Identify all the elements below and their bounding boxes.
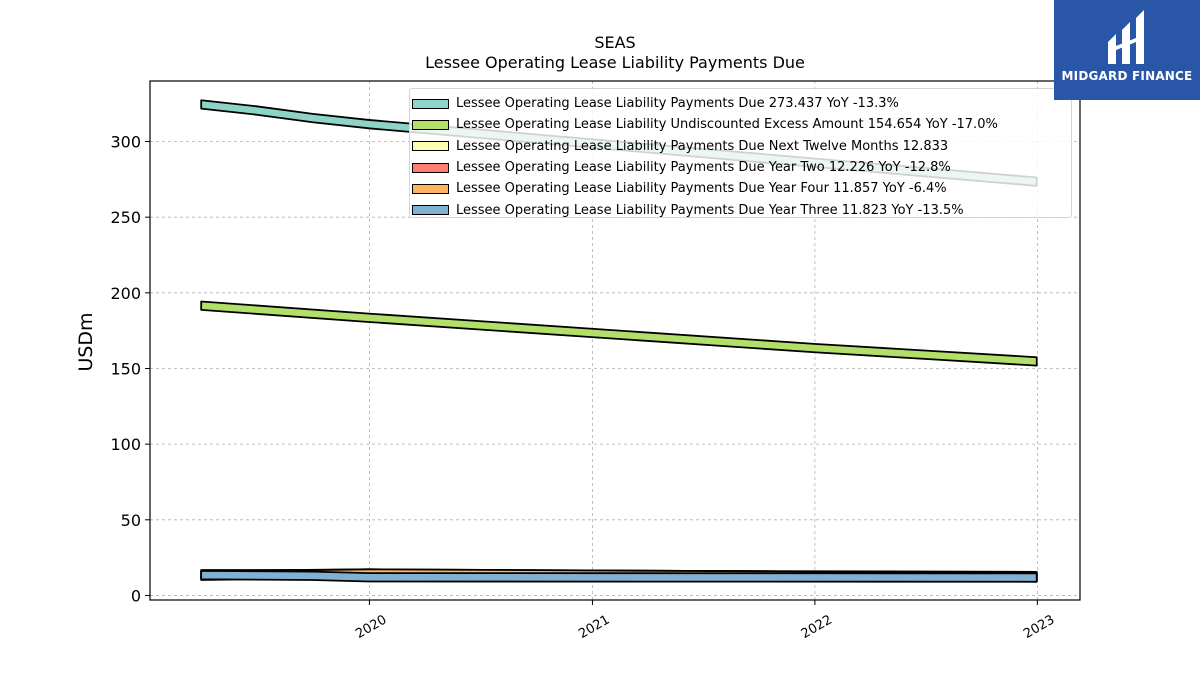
legend-item: Lessee Operating Lease Liability Payment…: [412, 199, 1071, 220]
legend-swatch: [412, 183, 449, 194]
legend: Lessee Operating Lease Liability Payment…: [409, 88, 1072, 218]
logo-mark-icon: [1108, 10, 1144, 64]
logo-text: MIDGARD FINANCE: [1061, 69, 1193, 83]
legend-swatch: [412, 141, 449, 152]
legend-item: Lessee Operating Lease Liability Payment…: [412, 178, 1071, 199]
legend-swatch: [412, 205, 449, 216]
y-tick-label: 200: [110, 284, 141, 303]
legend-item: Lessee Operating Lease Liability Payment…: [412, 93, 1071, 114]
brand-logo: MIDGARD FINANCE: [1054, 0, 1200, 100]
legend-label: Lessee Operating Lease Liability Payment…: [456, 160, 951, 176]
y-tick-label: 150: [110, 359, 141, 378]
y-axis-label: USDm: [75, 312, 97, 371]
legend-label: Lessee Operating Lease Liability Payment…: [456, 181, 947, 197]
series-band: [200, 300, 1038, 367]
y-tick-label: 0: [131, 586, 141, 605]
chart-subtitle: Lessee Operating Lease Liability Payment…: [425, 53, 805, 72]
x-tick-label: 2021: [576, 612, 612, 642]
chart-title: SEAS: [594, 33, 636, 52]
legend-label: Lessee Operating Lease Liability Undisco…: [456, 117, 998, 133]
legend-item: Lessee Operating Lease Liability Payment…: [412, 157, 1071, 178]
y-tick-label: 300: [110, 133, 141, 152]
legend-item: Lessee Operating Lease Liability Payment…: [412, 136, 1071, 157]
legend-label: Lessee Operating Lease Liability Payment…: [456, 202, 964, 218]
legend-swatch: [412, 98, 449, 109]
y-axis: 0 50 100 150 200 250 300: [110, 133, 150, 605]
x-tick-label: 2020: [353, 612, 389, 642]
legend-swatch: [412, 119, 449, 130]
x-tick-label: 2022: [799, 612, 835, 642]
y-tick-label: 50: [121, 511, 141, 530]
legend-label: Lessee Operating Lease Liability Payment…: [456, 96, 899, 112]
y-tick-label: 100: [110, 435, 141, 454]
x-tick-label: 2023: [1021, 612, 1057, 642]
legend-label: Lessee Operating Lease Liability Payment…: [456, 138, 949, 154]
legend-swatch: [412, 162, 449, 173]
legend-item: Lessee Operating Lease Liability Undisco…: [412, 114, 1071, 135]
series-band: [200, 569, 1038, 583]
y-tick-label: 250: [110, 208, 141, 227]
x-axis: 2020 2021 2022 2023: [353, 600, 1057, 642]
plot-frame: [149, 80, 1081, 601]
